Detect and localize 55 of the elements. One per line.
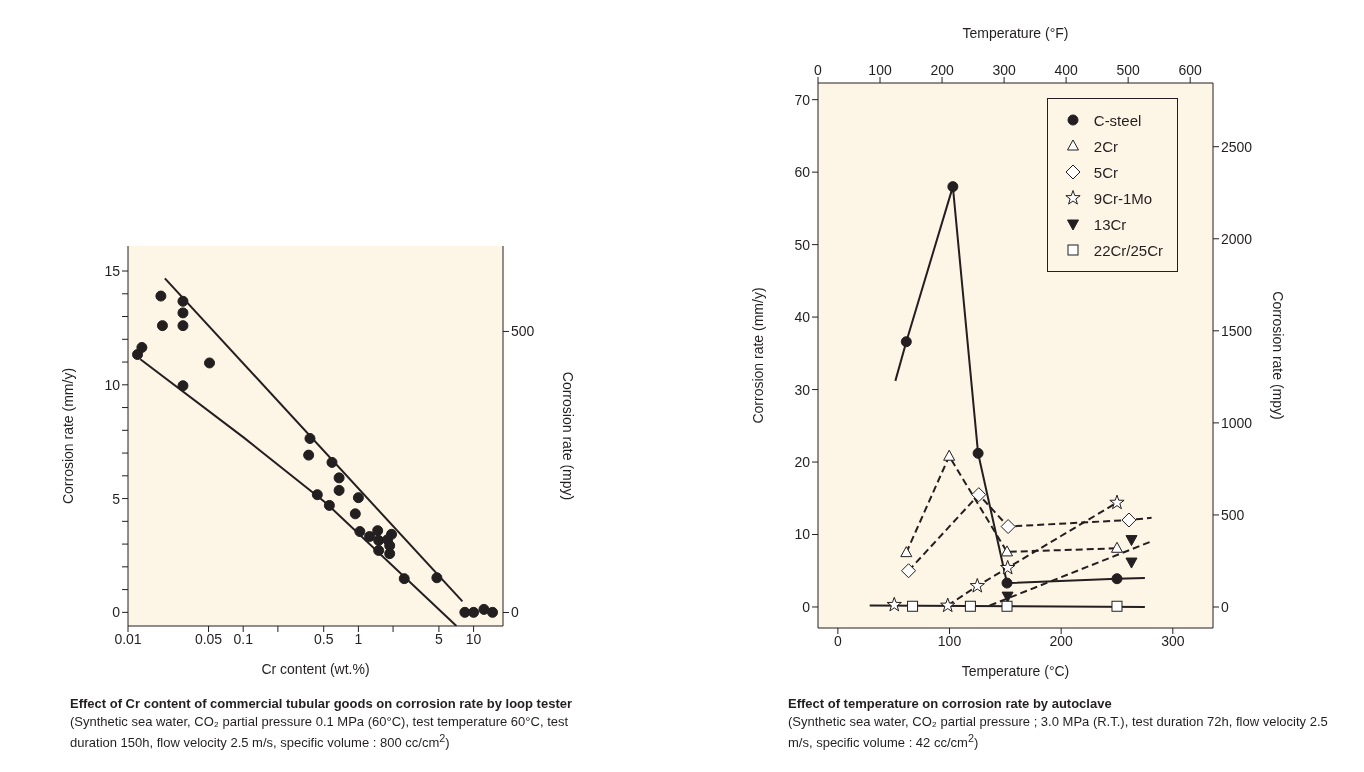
y2-tick-label: 500 xyxy=(511,323,535,340)
y2-tick-label: 2000 xyxy=(1221,230,1253,247)
text: (Synthetic sea water, CO₂ partial pressure 0.1 MPa (60°C), test temperature 60°C, test duration 150h, flow velocity 2.5 m/s, specific volume : 800 cc/cm$^{2}$) xyxy=(70,714,569,751)
x-tick-label: 0 xyxy=(833,632,842,649)
text: Effect of Cr content of commercial tubular goods on corrosion rate by loop tester xyxy=(70,696,573,711)
y2-tick-label: 0 xyxy=(511,604,519,621)
x2-tick-label: 200 xyxy=(930,62,954,78)
y-tick-label: 70 xyxy=(794,91,811,108)
x2-tick-label: 100 xyxy=(868,62,892,78)
y-tick-label: 60 xyxy=(794,164,811,181)
x-tick-label: 0.5 xyxy=(313,630,334,647)
y2-axis-title: Corrosion rate (mpy) xyxy=(560,371,577,501)
text: (Synthetic sea water, CO₂ partial pressure ; 3.0 MPa (R.T.), test duration 72h, flow velocity 2.5 m/s, specific volume : 42 cc/cm$^{2}$) xyxy=(788,714,1328,751)
y-tick-label: 20 xyxy=(794,454,811,471)
y-tick-label: 40 xyxy=(794,309,811,326)
y2-tick-label: 1500 xyxy=(1221,322,1253,339)
x2-tick-label: 500 xyxy=(1116,62,1141,78)
x-tick-label: 200 xyxy=(1049,632,1074,649)
y2-tick-label: 500 xyxy=(1221,506,1245,523)
y-tick-label: 0 xyxy=(112,604,121,621)
y-tick-label: 30 xyxy=(794,381,811,398)
x-axis-title: Temperature (°C) xyxy=(961,663,1070,679)
x-tick-label: 0.01 xyxy=(114,630,142,647)
y-tick-label: 10 xyxy=(104,376,121,393)
x-axis-title: Cr content (wt.%) xyxy=(261,661,370,677)
y2-axis-title: Corrosion rate (mpy) xyxy=(1270,291,1287,420)
x-tick-label: 0.05 xyxy=(194,630,223,647)
x-tick-label: 0.1 xyxy=(233,630,254,647)
x2-tick-label: 400 xyxy=(1054,62,1079,78)
x-tick-label: 300 xyxy=(1161,632,1185,649)
x2-tick-label: 300 xyxy=(992,62,1016,78)
y-tick-label: 0 xyxy=(802,598,811,615)
x2-tick-label: 0 xyxy=(814,62,823,78)
y-tick-label: 5 xyxy=(112,490,121,507)
legend-label: C-steel xyxy=(1093,111,1142,129)
y-axis-title: Corrosion rate (mm/y) xyxy=(749,287,766,424)
x2-tick-label: 600 xyxy=(1178,62,1203,78)
y2-tick-label: 0 xyxy=(1221,598,1229,615)
legend-label: 5Cr xyxy=(1093,163,1118,181)
y-tick-label: 50 xyxy=(794,236,811,253)
x-tick-label: 1 xyxy=(354,630,363,647)
y2-tick-label: 2500 xyxy=(1221,138,1253,155)
legend-label: 13Cr xyxy=(1093,215,1127,233)
y-tick-label: 10 xyxy=(794,526,811,543)
x2-axis-title: Temperature (°F) xyxy=(962,24,1069,41)
text: Effect of temperature on corrosion rate by autoclave xyxy=(788,696,1112,711)
y2-tick-label: 1000 xyxy=(1221,414,1253,431)
legend-label: 9Cr-1Mo xyxy=(1093,189,1153,207)
y-tick-label: 15 xyxy=(104,263,121,279)
x-tick-label: 10 xyxy=(465,630,482,647)
x-tick-label: 100 xyxy=(937,632,962,649)
legend-label: 22Cr/25Cr xyxy=(1093,241,1163,259)
y-axis-title: Corrosion rate (mm/y) xyxy=(59,367,76,505)
legend-label: 2Cr xyxy=(1093,137,1118,155)
x-tick-label: 5 xyxy=(435,630,444,647)
